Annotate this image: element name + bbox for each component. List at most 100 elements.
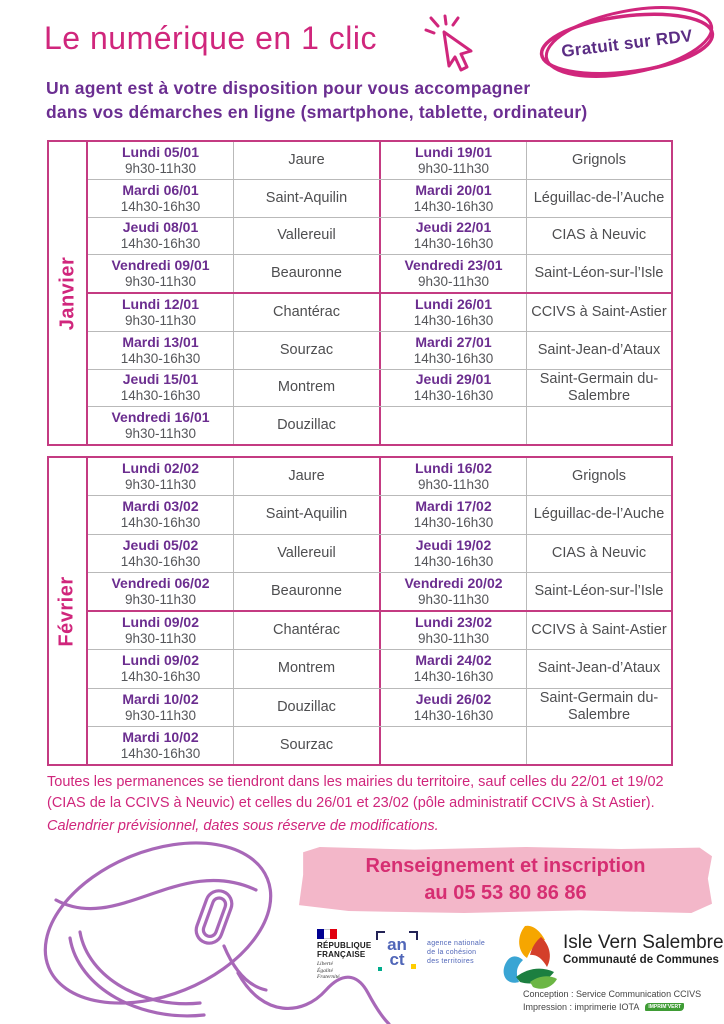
anct-desc-line: agence nationale: [427, 939, 486, 947]
date-label: Lundi 12/01: [121, 295, 200, 312]
schedule-row: Lundi 05/01 9h30-11h30 Jaure Lundi 19/01 9h3…: [88, 142, 671, 179]
rf-name-line-1: RÉPUBLIQUE: [317, 941, 372, 950]
subtitle-line-1: Un agent est à votre disposition pour vo…: [46, 78, 531, 98]
credits-impression-text: Impression : imprimerie IOTA: [523, 1001, 639, 1012]
date-label: Vendredi 06/02: [111, 574, 210, 591]
print-credits: Conception : Service Communication CCIVS…: [523, 988, 701, 1013]
date-label: Vendredi 16/01: [111, 409, 210, 426]
date-time-cell: [381, 726, 527, 764]
schedule-row: Vendredi 06/02 9h30-11h30 Beauronne Vendred…: [88, 571, 671, 610]
schedule-row: Mardi 13/01 14h30-16h30 Sourzac Mardi 27/01…: [88, 330, 671, 369]
date-label: Vendredi 23/01: [404, 257, 503, 274]
place-cell: Saint-Germain du-Salembre: [539, 690, 659, 724]
schedule-row: Lundi 09/02 14h30-16h30 Montrem Mardi 24/02…: [88, 649, 671, 688]
place-cell: Saint-Aquilin: [234, 179, 381, 217]
place-cell: Léguillac-de-l’Auche: [533, 189, 665, 206]
place-cell: Saint-Aquilin: [234, 496, 381, 534]
place-cell: CIAS à Neuvic: [551, 544, 647, 561]
schedule-grid: Lundi 05/01 9h30-11h30 Jaure Lundi 19/01 9h3…: [88, 142, 671, 444]
rf-motto-line: Liberté: [317, 961, 333, 967]
credits-impression: Impression : imprimerie IOTA IMPRIM’VERT: [523, 1001, 701, 1014]
ivs-subtitle: Communauté de Communes: [563, 954, 719, 966]
anct-letters-an: an: [387, 935, 407, 954]
schedule-row: Lundi 09/02 9h30-11h30 Chantérac Lundi 23/0…: [88, 610, 671, 650]
time-label: 14h30-16h30: [120, 669, 201, 685]
republique-francaise-logo: RÉPUBLIQUE FRANÇAISE Liberté Égalité Fra…: [317, 929, 375, 981]
date-time-cell: Lundi 19/01 9h30-11h30: [381, 142, 527, 179]
month-header-cell: Janvier: [49, 142, 88, 444]
date-label: Mardi 03/02: [122, 498, 199, 515]
time-label: 9h30-11h30: [124, 312, 197, 328]
schedule-row: Vendredi 16/01 9h30-11h30 Douzillac: [88, 406, 671, 444]
schedule-grid: Lundi 02/02 9h30-11h30 Jaure Lundi 16/02 9h3…: [88, 458, 671, 764]
schedule-row: Mardi 03/02 14h30-16h30 Saint-Aquilin Mardi…: [88, 495, 671, 534]
anct-logo: an ct agence nationale de la cohésion de…: [376, 931, 485, 973]
date-time-cell: Jeudi 22/01 14h30-16h30: [381, 217, 527, 255]
time-label: 14h30-16h30: [120, 388, 201, 404]
place-cell: Grignols: [572, 151, 626, 168]
date-time-cell: Jeudi 26/02 14h30-16h30: [381, 688, 527, 726]
schedule-row: Jeudi 05/02 14h30-16h30 Vallereuil Jeudi 19…: [88, 533, 671, 572]
date-label: Mardi 27/01: [415, 333, 492, 350]
date-label: Jeudi 19/02: [415, 536, 492, 553]
rf-motto: Liberté Égalité Fraternité: [317, 961, 375, 981]
anct-teal-dot-icon: [378, 967, 382, 971]
date-label: Lundi 05/01: [121, 143, 200, 160]
place-cell: Léguillac-de-l’Auche: [533, 506, 665, 523]
date-label: Lundi 23/02: [414, 614, 493, 631]
date-time-cell: Mardi 24/02 14h30-16h30: [381, 650, 527, 688]
date-label: Jeudi 22/01: [415, 219, 492, 236]
place-cell: [527, 727, 671, 764]
date-label: Vendredi 09/01: [111, 257, 210, 274]
subtitle: Un agent est à votre disposition pour vo…: [46, 76, 666, 124]
click-cursor-icon: [424, 14, 473, 72]
time-label: 14h30-16h30: [413, 553, 494, 569]
date-label: Jeudi 15/01: [122, 371, 199, 388]
date-label: Jeudi 29/01: [415, 371, 492, 388]
date-time-cell: Mardi 20/01 14h30-16h30: [381, 179, 527, 217]
schedule-row: Vendredi 09/01 9h30-11h30 Beauronne Vendred…: [88, 254, 671, 292]
time-label: 14h30-16h30: [413, 312, 494, 328]
date-time-cell: Mardi 10/02 14h30-16h30: [88, 726, 234, 764]
anct-desc-line: de la cohésion: [427, 948, 477, 956]
anct-yellow-dot-icon: [411, 964, 416, 969]
place-cell: Saint-Jean-d’Ataux: [537, 660, 661, 677]
time-label: 14h30-16h30: [120, 198, 201, 214]
time-label: 14h30-16h30: [413, 515, 494, 531]
date-time-cell: Lundi 09/02 9h30-11h30: [88, 612, 234, 650]
time-label: 9h30-11h30: [417, 477, 490, 493]
date-time-cell: Vendredi 09/01 9h30-11h30: [88, 255, 234, 292]
place-cell: CCIVS à Saint-Astier: [531, 622, 667, 639]
schedule-row: Lundi 12/01 9h30-11h30 Chantérac Lundi 26/0…: [88, 292, 671, 331]
page-title: Le numérique en 1 clic: [44, 20, 377, 56]
date-label: Lundi 09/02: [121, 652, 200, 669]
place-cell: CCIVS à Saint-Astier: [531, 303, 667, 320]
date-time-cell: Mardi 10/02 9h30-11h30: [88, 688, 234, 726]
place-cell: Douzillac: [234, 407, 381, 444]
date-label: Lundi 16/02: [414, 460, 493, 477]
time-label: 9h30-11h30: [417, 631, 490, 647]
date-time-cell: Jeudi 08/01 14h30-16h30: [88, 217, 234, 255]
time-label: 14h30-16h30: [120, 350, 201, 366]
place-cell: Vallereuil: [234, 534, 381, 572]
date-time-cell: Lundi 26/01 14h30-16h30: [381, 294, 527, 331]
place-cell: Saint-Germain du-Salembre: [539, 370, 659, 404]
time-label: 14h30-16h30: [413, 388, 494, 404]
date-time-cell: Lundi 02/02 9h30-11h30: [88, 458, 234, 496]
place-cell: Sourzac: [234, 726, 381, 764]
date-label: Jeudi 05/02: [122, 536, 199, 553]
schedule-row: Jeudi 08/01 14h30-16h30 Vallereuil Jeudi 22…: [88, 216, 671, 255]
place-cell: [527, 407, 671, 444]
time-label: 9h30-11h30: [417, 274, 490, 290]
time-label: 14h30-16h30: [413, 707, 494, 723]
time-label: 9h30-11h30: [124, 477, 197, 493]
date-label: Mardi 06/01: [122, 181, 199, 198]
time-label: 14h30-16h30: [413, 198, 494, 214]
place-cell: Jaure: [234, 142, 381, 179]
isle-vern-salembre-logo-icon: [503, 925, 557, 989]
month-header-cell: Février: [49, 458, 88, 764]
date-label: Mardi 20/01: [415, 181, 492, 198]
date-time-cell: Vendredi 20/02 9h30-11h30: [381, 572, 527, 610]
anct-letters-icon: an ct: [376, 931, 418, 973]
date-label: Lundi 26/01: [414, 295, 493, 312]
